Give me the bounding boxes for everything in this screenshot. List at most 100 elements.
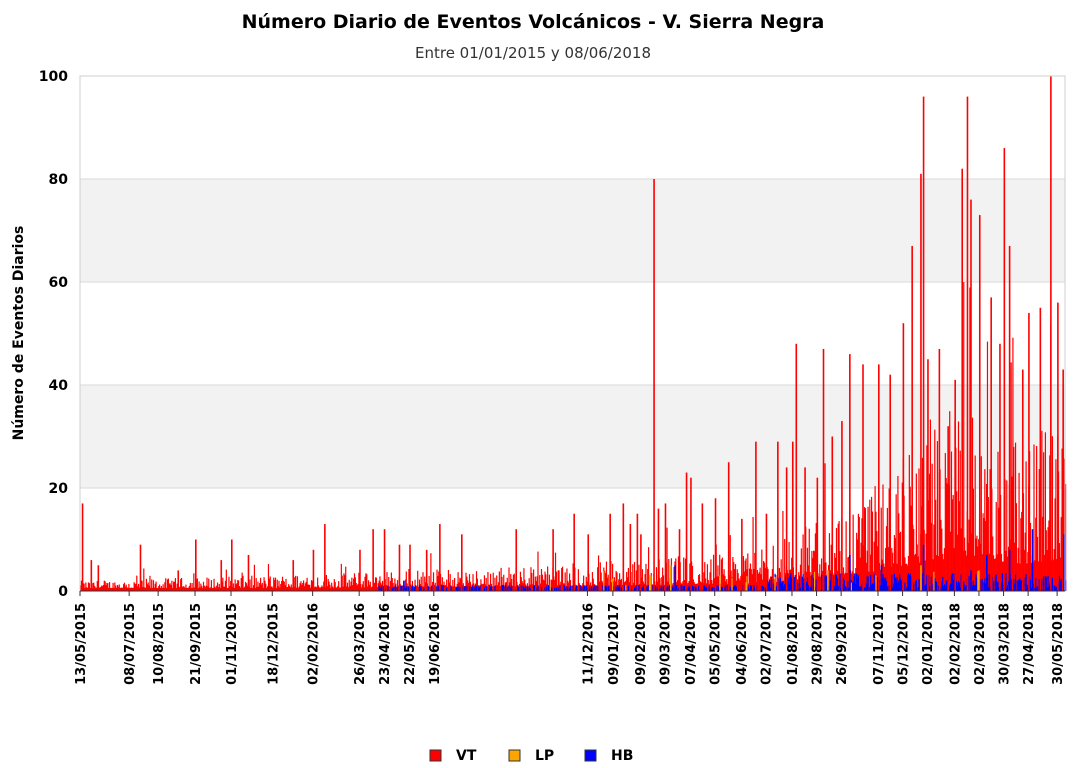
vt-bar <box>739 580 741 591</box>
vt-bar <box>113 587 115 591</box>
vt-bar <box>356 585 358 591</box>
vt-bar <box>915 473 917 591</box>
vt-bar <box>555 571 558 591</box>
hb-bar <box>883 577 885 591</box>
vt-bar <box>210 580 213 591</box>
lp-bar <box>731 578 733 591</box>
vt-bar <box>780 559 782 591</box>
vt-peak-bar <box>922 96 925 591</box>
hb-bar <box>768 583 770 591</box>
hb-bar <box>754 587 756 591</box>
hb-bar <box>546 586 548 591</box>
vt-bar <box>365 573 367 591</box>
hb-bar <box>788 584 790 591</box>
vt-bar <box>276 579 278 591</box>
hb-peak-bar <box>1063 534 1065 591</box>
vt-bar <box>537 551 539 591</box>
vt-bar <box>614 581 616 591</box>
vt-bar <box>123 584 125 591</box>
vt-bar <box>918 468 920 591</box>
hb-bar <box>960 574 962 591</box>
vt-bar <box>1027 552 1029 591</box>
hb-bar <box>466 586 468 591</box>
hb-bar <box>891 574 893 591</box>
vt-bar <box>984 469 986 591</box>
vt-peak-bar <box>1062 369 1064 591</box>
x-tick-label: 05/05/2017 <box>709 603 724 685</box>
vt-bar <box>465 572 467 591</box>
vt-bar <box>111 587 113 591</box>
vt-bar <box>92 583 94 591</box>
vt-bar <box>893 535 896 591</box>
vt-bar <box>1025 461 1027 591</box>
vt-peak-bar <box>609 513 611 591</box>
vt-bar <box>635 570 637 591</box>
vt-bar <box>718 576 720 591</box>
hb-bar <box>689 586 691 591</box>
vt-bar <box>953 548 955 591</box>
vt-bar <box>513 573 515 591</box>
hb-bar <box>725 585 727 591</box>
vt-bar <box>304 583 306 591</box>
vt-bar <box>170 584 172 591</box>
hb-bar <box>835 574 838 591</box>
hb-bar <box>842 578 845 591</box>
vt-bar <box>788 541 790 591</box>
hb-bar <box>681 585 683 591</box>
hb-bar <box>749 585 752 591</box>
vt-bar <box>536 576 538 591</box>
vt-peak-bar <box>727 462 730 591</box>
vt-bar <box>1036 446 1038 591</box>
vt-bar <box>300 581 302 591</box>
hb-bar <box>734 584 737 591</box>
hb-bar <box>845 586 847 591</box>
vt-bar <box>188 585 191 591</box>
hb-bar <box>851 582 853 591</box>
vt-bar <box>282 580 284 591</box>
vt-bar <box>673 566 675 591</box>
hb-bar <box>489 586 492 591</box>
vt-bar <box>117 586 119 591</box>
vt-bar <box>791 557 793 591</box>
vt-bar <box>643 583 645 591</box>
vt-bar <box>130 587 133 591</box>
vt-bar <box>166 579 169 591</box>
vt-peak-bar <box>961 168 964 591</box>
vt-bar <box>1043 452 1045 591</box>
vt-bar <box>99 587 101 591</box>
hb-bar <box>781 581 783 591</box>
vt-bar <box>875 511 877 591</box>
vt-peak-bar <box>324 524 326 591</box>
hb-bar <box>1000 582 1003 591</box>
hb-bar <box>683 585 685 591</box>
vt-bar <box>288 585 291 591</box>
vt-bar <box>161 587 163 591</box>
vt-bar <box>438 571 440 591</box>
vt-bar <box>154 583 156 591</box>
vt-bar <box>987 496 989 591</box>
vt-bar <box>778 568 781 591</box>
hb-bar <box>753 585 755 591</box>
vt-bar <box>503 574 505 591</box>
vt-bar <box>93 582 95 591</box>
vt-bar <box>838 520 840 591</box>
plot-band <box>80 179 1065 282</box>
vt-bar <box>661 577 663 591</box>
vt-bar <box>345 566 347 591</box>
vt-bar <box>129 587 131 591</box>
hb-bar <box>1036 586 1038 591</box>
vt-bar <box>995 501 997 591</box>
hb-bar <box>981 578 983 591</box>
hb-bar <box>1016 580 1018 591</box>
vt-bar <box>633 562 636 591</box>
vt-bar <box>257 581 259 591</box>
vt-bar <box>958 501 960 591</box>
hb-bar <box>391 587 393 591</box>
legend-swatch-vt <box>429 749 442 762</box>
hb-bar <box>778 581 781 591</box>
vt-bar <box>1036 536 1039 591</box>
vt-bar <box>291 587 293 591</box>
vt-bar <box>156 587 158 591</box>
hb-bar <box>863 587 866 591</box>
vt-bar <box>524 579 526 591</box>
